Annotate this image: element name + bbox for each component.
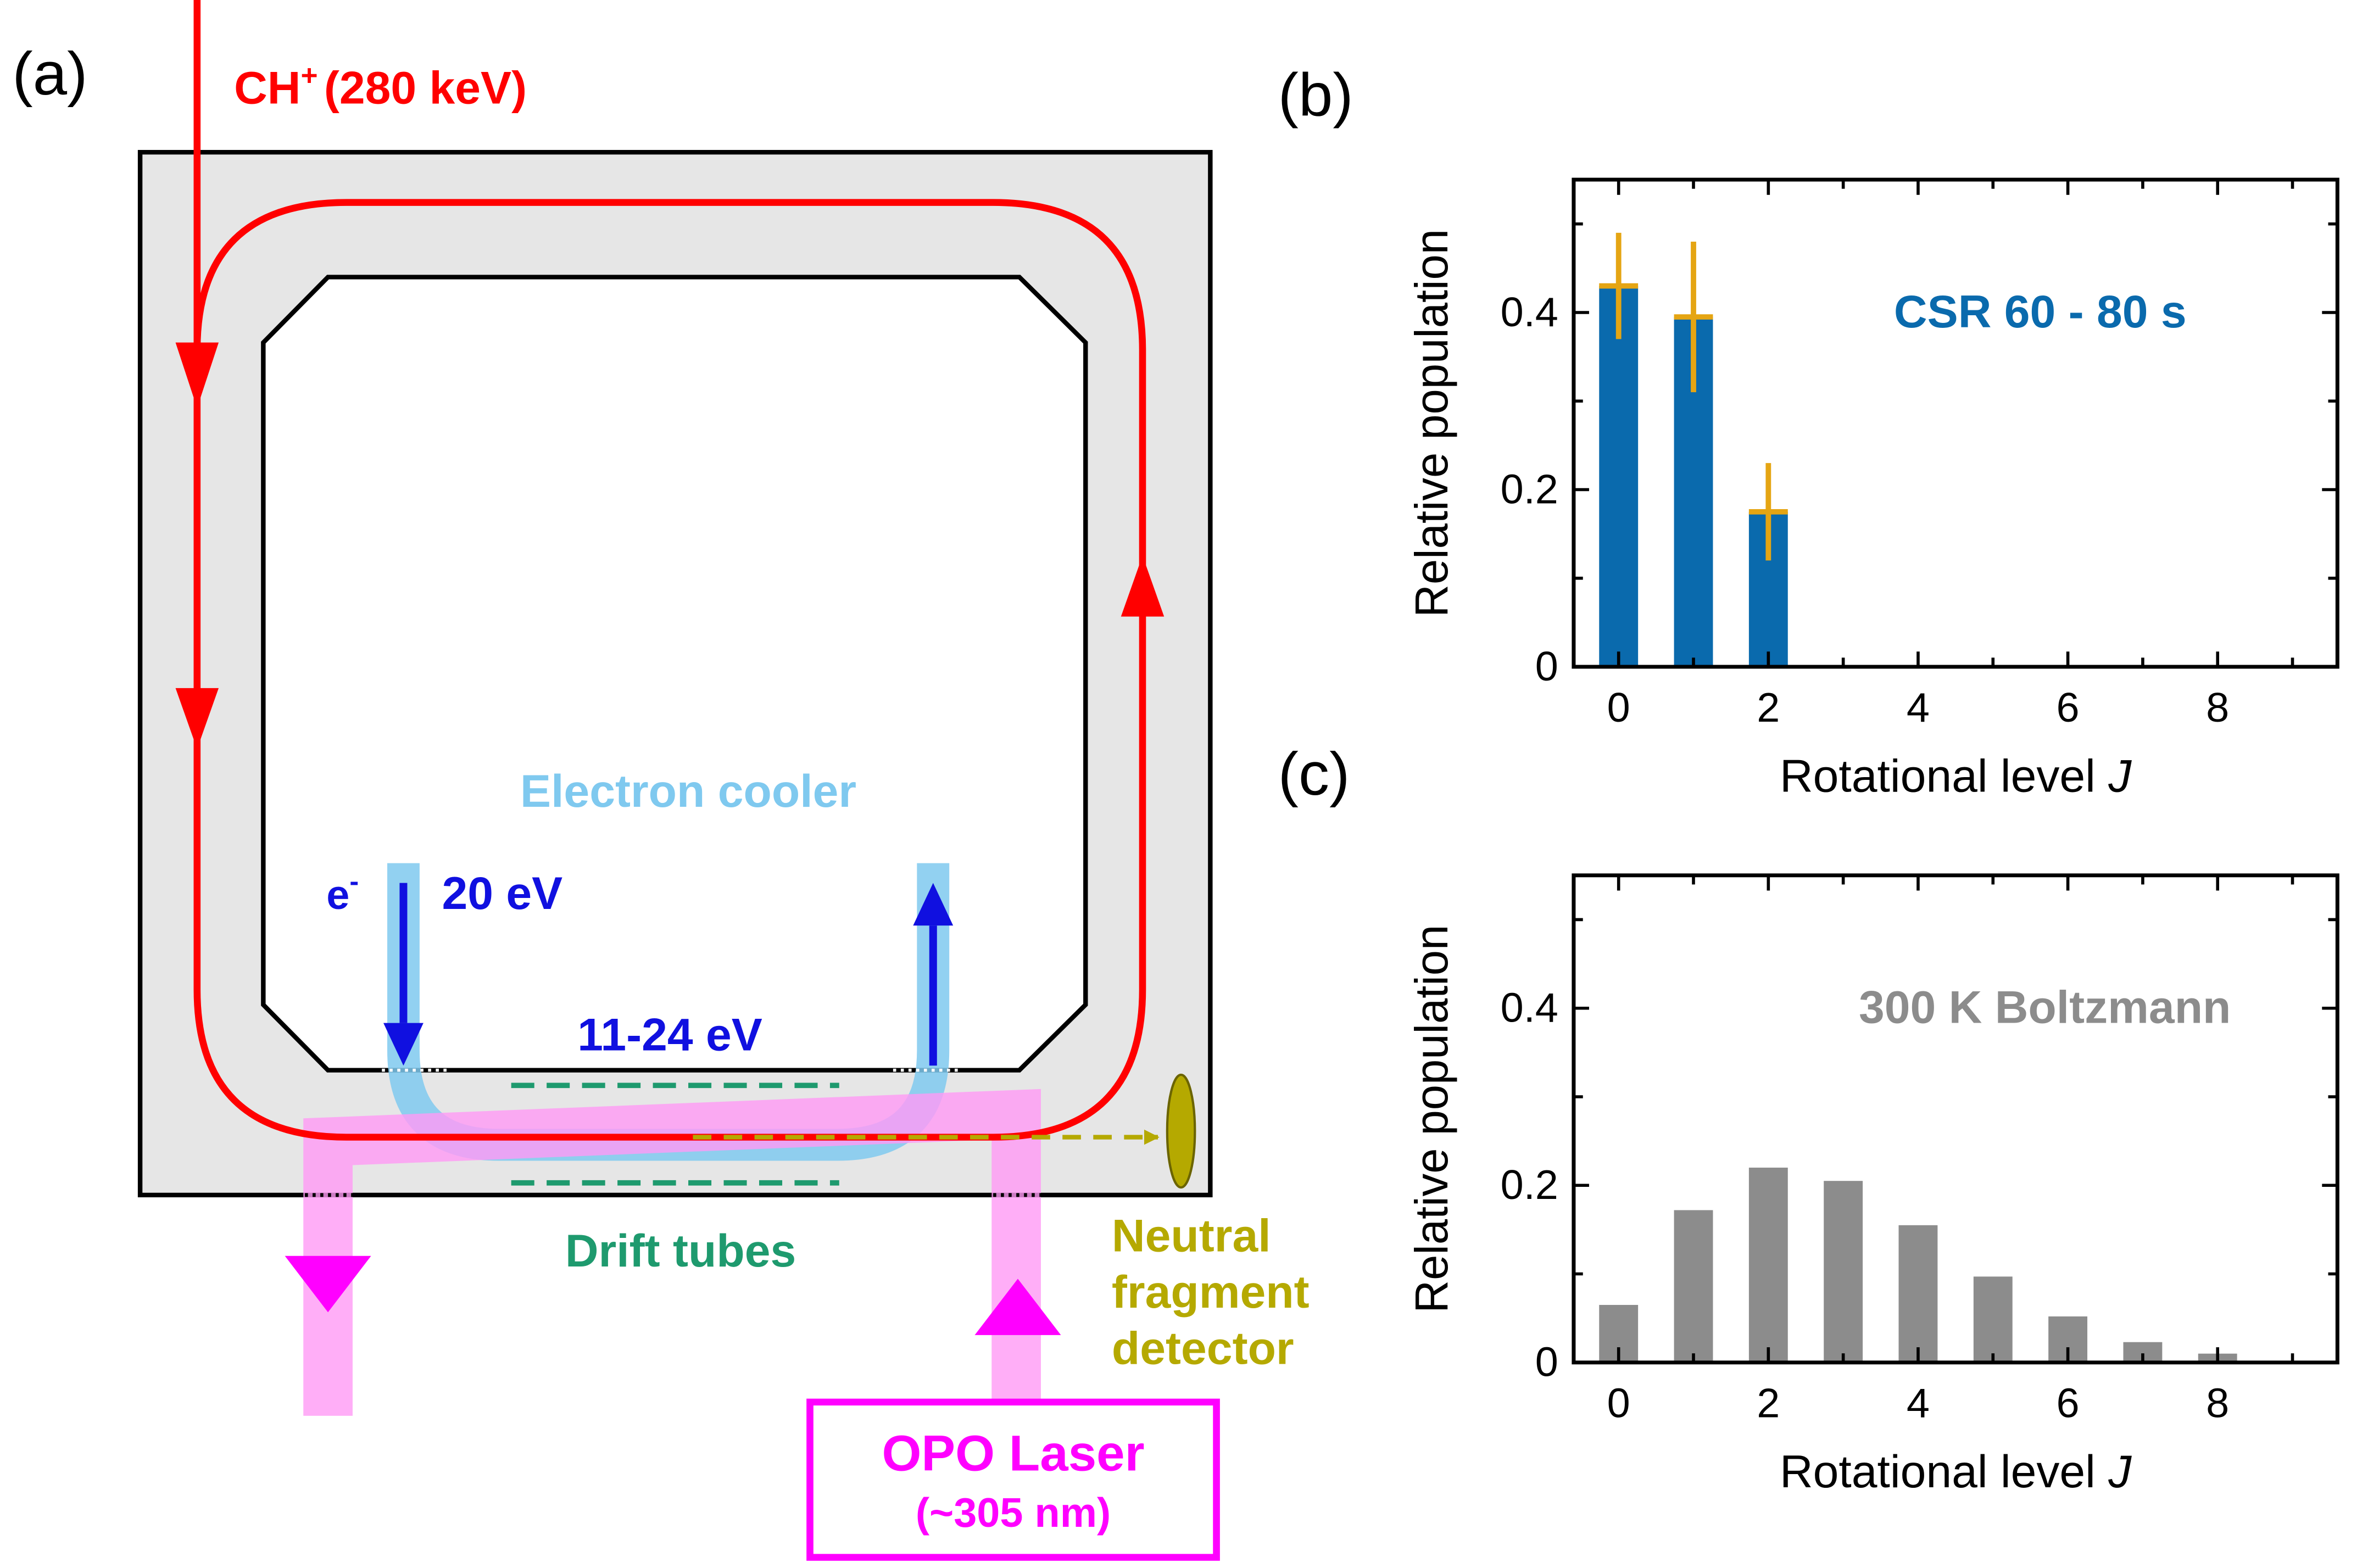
y-tick-label: 0 bbox=[1535, 1339, 1558, 1385]
plot-frame bbox=[1572, 873, 2339, 1365]
bar-j0 bbox=[1599, 286, 1639, 667]
x-tick-label: 8 bbox=[2206, 1380, 2229, 1426]
electron-charge: - bbox=[349, 866, 359, 897]
panel-c-label: (c) bbox=[1278, 739, 1350, 807]
y-tick-label: 0.4 bbox=[1501, 985, 1558, 1031]
panel-b-label: (b) bbox=[1278, 60, 1353, 129]
electron-symbol-label: e- bbox=[326, 866, 359, 918]
chart-c: 0 2 4 6 8 0 0.2 0.4 Rotational level J Relative p… bbox=[1406, 873, 2339, 1497]
x-axis-label-text: Rotational level bbox=[1780, 750, 2108, 801]
chart-annotation: 300 K Boltzmann bbox=[1859, 981, 2231, 1033]
neutral-fragment-detector-icon bbox=[1166, 1073, 1196, 1189]
chart-annotation: CSR 60 - 80 s bbox=[1894, 286, 2187, 337]
interaction-energy-label: 11-24 eV bbox=[577, 1009, 762, 1060]
ion-species: CH bbox=[234, 62, 300, 113]
x-axis-label-variable: J bbox=[2108, 750, 2132, 801]
x-axis-label-text: Rotational level bbox=[1780, 1446, 2108, 1497]
y-tick-label: 0.2 bbox=[1501, 1162, 1558, 1208]
panel-a-label: (a) bbox=[12, 39, 87, 107]
bar-j4 bbox=[1898, 1225, 1938, 1363]
bar-j2 bbox=[1748, 1168, 1788, 1363]
electron-symbol: e bbox=[326, 872, 349, 918]
ion-charge: + bbox=[301, 59, 318, 92]
electron-cooler-label: Electron cooler bbox=[520, 766, 856, 817]
bar-j3 bbox=[1824, 1181, 1863, 1363]
x-tick-label: 0 bbox=[1607, 684, 1630, 730]
y-tick-label: 0 bbox=[1535, 643, 1558, 689]
x-tick-label: 2 bbox=[1757, 1380, 1780, 1426]
detector-label-line1: Neutral bbox=[1112, 1210, 1271, 1261]
ion-beam-label: CH+ (280 keV) bbox=[234, 59, 527, 113]
opo-laser-box bbox=[806, 1398, 1220, 1561]
x-axis-label: Rotational level J bbox=[1780, 750, 2132, 801]
detector-label-line2: fragment bbox=[1112, 1266, 1310, 1317]
ion-arrow-icon bbox=[1121, 555, 1165, 617]
opo-laser-label: OPO Laser bbox=[882, 1426, 1144, 1481]
y-tick-label: 0.4 bbox=[1501, 289, 1558, 335]
y-tick-label: 0.2 bbox=[1501, 466, 1558, 512]
opo-laser-wavelength: (~305 nm) bbox=[916, 1490, 1111, 1536]
y-axis-label: Relative population bbox=[1406, 229, 1458, 617]
panel-a: (a) CH+ (280 keV) Electron cooler e- 20 e… bbox=[12, 0, 1310, 1561]
ion-arrow-icon bbox=[175, 342, 219, 408]
detector-label-line3: detector bbox=[1112, 1323, 1294, 1374]
bar-j1 bbox=[1674, 1210, 1713, 1363]
x-tick-label: 4 bbox=[1907, 684, 1930, 730]
x-tick-label: 6 bbox=[2057, 1380, 2080, 1426]
bar-j5 bbox=[1973, 1276, 2013, 1363]
x-tick-label: 6 bbox=[2057, 684, 2080, 730]
x-tick-label: 2 bbox=[1757, 684, 1780, 730]
x-axis-label-variable: J bbox=[2108, 1446, 2132, 1497]
panel-c: (c) 0 2 4 6 8 0 0.2 0.4 Rotational level J Relati… bbox=[1278, 739, 2339, 1497]
drift-tubes-label: Drift tubes bbox=[565, 1225, 796, 1276]
y-axis-label: Relative population bbox=[1406, 925, 1458, 1313]
plot-frame bbox=[1572, 177, 2339, 669]
ion-energy: (280 keV) bbox=[324, 62, 527, 113]
laser-arrow-down-icon bbox=[285, 1255, 371, 1313]
ion-beam-orbit bbox=[193, 199, 1146, 1141]
x-axis-label: Rotational level J bbox=[1780, 1446, 2132, 1497]
electron-energy-in-label: 20 eV bbox=[442, 867, 563, 918]
x-tick-label: 4 bbox=[1907, 1380, 1930, 1426]
panel-b: (b) 0 2 4 6 8 0 0.2 0.4 Rotational level J Relati… bbox=[1278, 60, 2339, 801]
electron-arrow-down-icon bbox=[383, 1023, 424, 1066]
x-tick-label: 8 bbox=[2206, 684, 2229, 730]
ion-arrow-icon bbox=[175, 688, 219, 749]
chart-b: 0 2 4 6 8 0 0.2 0.4 Rotational level J Relative p… bbox=[1406, 177, 2339, 801]
electron-arrow-up-icon bbox=[913, 883, 954, 926]
ring-inner-area bbox=[261, 275, 1088, 1073]
laser-arrow-up-icon bbox=[974, 1279, 1061, 1335]
x-tick-label: 0 bbox=[1607, 1380, 1630, 1426]
